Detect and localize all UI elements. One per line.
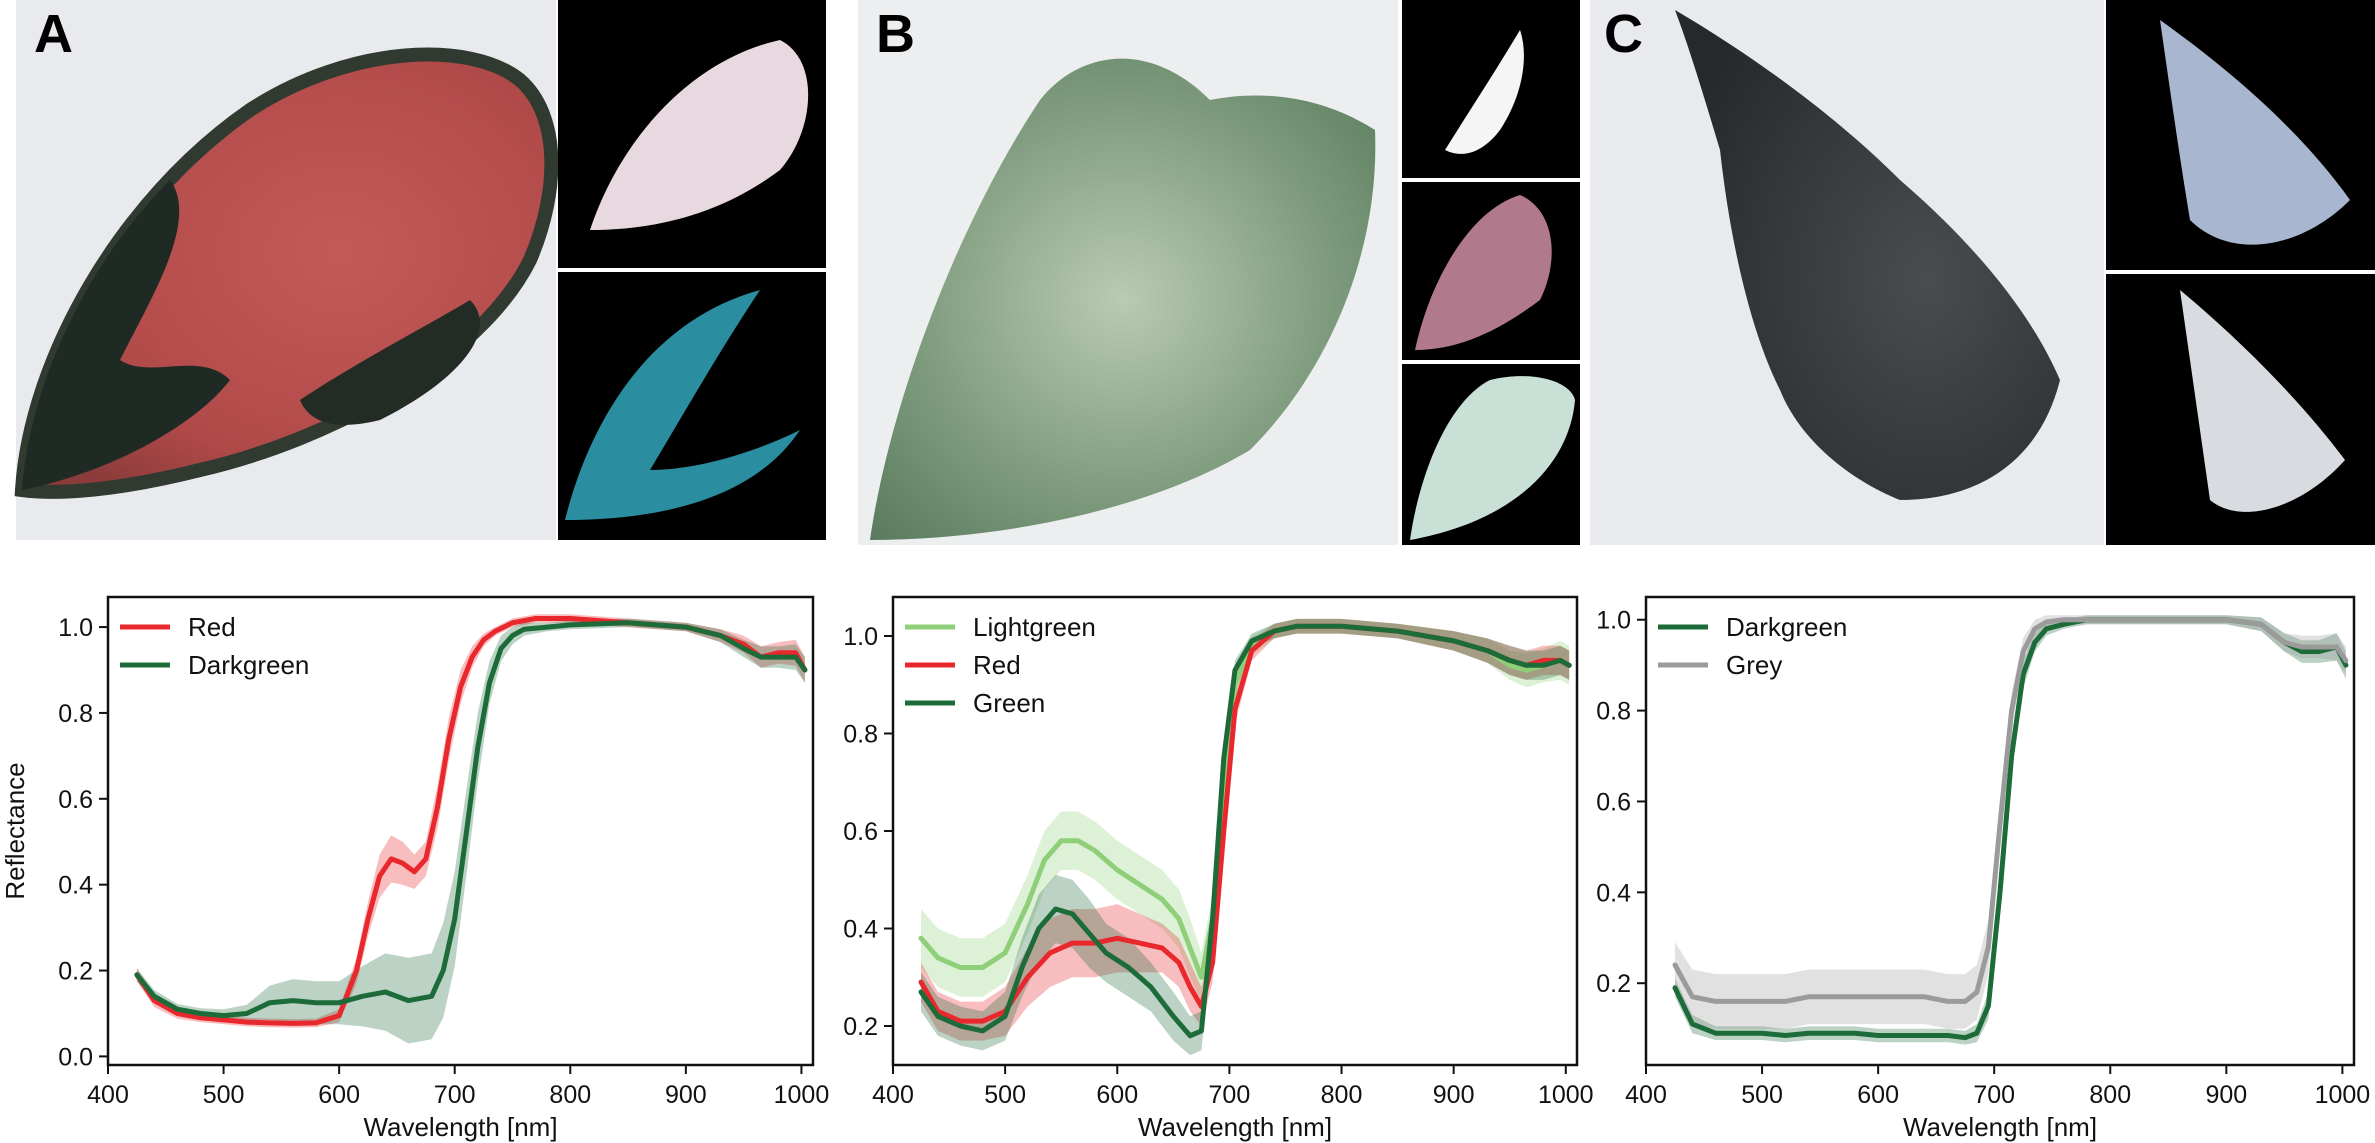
legend-label-red: Red [188,612,236,642]
y-tick-label: 0.0 [58,1043,93,1071]
panel-c-leaf [1675,10,2060,500]
series-line-grey [1672,617,2349,1004]
panel-letter-b: B [876,4,915,64]
x-tick-label: 600 [1096,1081,1138,1109]
x-tick-label: 500 [1741,1081,1783,1109]
chart-c: 400 500 600 700 800 900 1000 0.2 0.4 0.6 0.8 1.0 Wav… [1596,595,2371,1142]
y-tick-label: 0.2 [1596,970,1631,998]
panel-a-dark-patch [22,180,230,490]
panel-a-photos: A [14,0,826,540]
chart-a: 400 500 600 700 800 900 1000 0.0 0.2 0.4 0.6 0.8 1.0… [0,595,830,1142]
legend-label-red: Red [973,650,1021,680]
panel-b-photos: B [858,0,1580,545]
panel-c-inset-top-leaf [2160,20,2350,245]
panel-b-leaf [870,58,1376,540]
panel-a-inset-bottom-leaf [565,290,800,520]
y-tick-label: 1.0 [843,623,878,651]
panel-c-inset-bottom-leaf [2180,290,2345,512]
y-tick-label: 0.4 [1596,879,1631,907]
x-tick-label: 700 [434,1081,476,1109]
x-tick-label: 500 [203,1081,245,1109]
panel-a-dark-patch-right [300,300,480,425]
x-tick-label: 900 [1433,1081,1475,1109]
panel-a-inset-top-leaf [590,40,809,230]
x-tick-label: 600 [318,1081,360,1109]
x-tick-label: 700 [1973,1081,2015,1109]
panel-letter-a: A [34,4,73,64]
legend-label-lightgreen: Lightgreen [973,612,1096,642]
y-tick-label: 1.0 [58,614,93,642]
y-tick-label: 0.2 [58,958,93,986]
x-tick-label: 800 [1321,1081,1363,1109]
x-tick-label: 800 [2089,1081,2131,1109]
x-tick-label: 400 [872,1081,914,1109]
x-tick-label: 700 [1209,1081,1251,1109]
plot-frame [106,595,815,1067]
x-axis-label: Wavelength [nm] [363,1112,557,1142]
panel-b-inset-1-shape [1445,30,1524,154]
panel-letter-c: C [1604,4,1643,64]
y-tick-label: 0.6 [843,818,878,846]
x-axis-label: Wavelength [nm] [1903,1112,2097,1142]
x-tick-label: 400 [1625,1081,1667,1109]
y-axis-label: Reflectance [0,762,30,899]
legend-label-grey: Grey [1726,650,1782,680]
x-tick-label: 1000 [774,1081,830,1109]
legend-label-darkgreen: Darkgreen [1726,612,1847,642]
y-tick-label: 0.4 [843,916,878,944]
legend-label-green: Green [973,688,1045,718]
y-tick-label: 0.8 [843,721,878,749]
panel-b-inset-2-shape [1415,195,1552,350]
y-tick-label: 0.8 [1596,698,1631,726]
series-line-green [918,623,1572,1039]
x-tick-label: 1000 [1538,1081,1594,1109]
x-axis-label: Wavelength [nm] [1138,1112,1332,1142]
x-tick-label: 900 [2205,1081,2247,1109]
x-tick-label: 1000 [2315,1081,2371,1109]
y-tick-label: 0.6 [1596,788,1631,816]
x-tick-label: 900 [665,1081,707,1109]
y-tick-label: 0.4 [58,872,93,900]
series-band-darkgreen [136,618,805,1044]
plot-frame [1644,595,2356,1067]
series-band-green [921,618,1570,1056]
y-tick-label: 0.6 [58,786,93,814]
x-tick-label: 500 [984,1081,1026,1109]
series-line-darkgreen [134,620,808,1019]
y-tick-label: 1.0 [1596,607,1631,635]
legend-label-darkgreen: Darkgreen [188,650,309,680]
x-tick-label: 800 [549,1081,591,1109]
x-tick-label: 400 [87,1081,129,1109]
series-band-red [921,618,1570,1041]
series-band-grey [1675,615,2346,1029]
panel-b-inset-3-shape [1410,376,1575,540]
panel-c-photos: C [1590,0,2375,545]
x-tick-label: 600 [1857,1081,1899,1109]
chart-b: 400 500 600 700 800 900 1000 0.2 0.4 0.6 0.8 1.0 Wav… [843,595,1594,1142]
y-tick-label: 0.8 [58,700,93,728]
y-tick-label: 0.2 [843,1013,878,1041]
